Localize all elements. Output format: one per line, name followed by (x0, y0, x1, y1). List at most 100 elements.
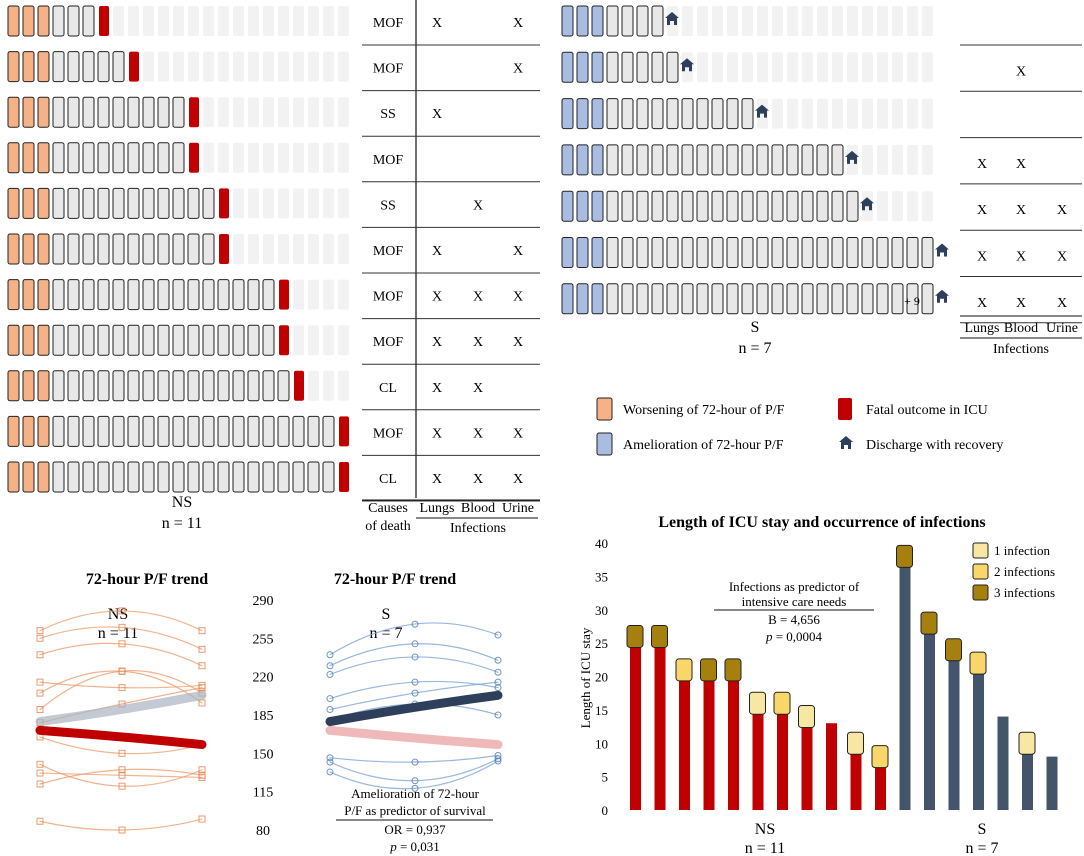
worsen-cell (7, 415, 20, 447)
day-cell (741, 237, 754, 268)
day-cell (82, 187, 95, 219)
empty-cell (293, 51, 304, 82)
day-cell (726, 98, 739, 130)
empty-cell (203, 6, 214, 36)
worsen-cell (22, 461, 35, 493)
day-cell (262, 461, 275, 493)
day-cell (67, 96, 80, 128)
s-individual-line (329, 681, 499, 711)
day-cell (711, 237, 724, 268)
day-cell (127, 461, 140, 493)
empty-cell (847, 98, 858, 129)
s-individual-point (326, 706, 334, 714)
day-cell (651, 98, 664, 130)
ns-lungs-cell: X (432, 16, 442, 31)
day-cell (756, 190, 769, 222)
empty-cell (278, 234, 289, 264)
trend-ytick: 220 (253, 671, 274, 686)
ns-cause-cell: MOF (373, 62, 404, 77)
s-urine-header: Urine (1046, 321, 1078, 336)
day-cell (666, 144, 679, 176)
empty-cell (712, 52, 723, 83)
s-individual-line (329, 760, 499, 790)
day-cell (696, 98, 709, 130)
day-cell (172, 279, 185, 311)
fatal-cell (339, 462, 349, 492)
day-cell (97, 370, 110, 402)
empty-cell (892, 52, 903, 83)
day-cell (801, 237, 814, 268)
bar-legend: 1 infection 2 infections 3 infections (972, 542, 1055, 601)
bar-ytick: 10 (595, 736, 608, 751)
empty-cell (832, 6, 843, 36)
empty-cell (323, 188, 334, 219)
day-cell (801, 190, 814, 222)
empty-cell (817, 6, 828, 36)
ns-infection-table: MOF X X MOF X SS X MOF SS X MOF X X MOF X X X MOF X X X CL X X M… (362, 0, 540, 536)
empty-cell (907, 6, 918, 36)
trend-ns-plot (35, 607, 207, 834)
ns-cause-cell: MOF (373, 244, 404, 259)
day-cell (127, 96, 140, 128)
empty-cell (293, 97, 304, 128)
empty-cell (323, 142, 334, 173)
empty-cell (338, 370, 349, 401)
ns-cause-cell: CL (379, 381, 397, 396)
empty-cell (772, 98, 783, 129)
empty-cell (323, 234, 334, 264)
empty-cell (338, 6, 349, 36)
amel-cell (576, 283, 589, 315)
empty-cell (787, 98, 798, 129)
empty-cell (248, 188, 259, 219)
worsen-cell (22, 142, 35, 174)
worsen-cell (22, 96, 35, 128)
day-cell (112, 461, 125, 493)
day-cell (726, 283, 739, 315)
day-cell (606, 190, 619, 222)
day-cell (606, 144, 619, 176)
empty-cell (832, 52, 843, 83)
day-cell (307, 461, 320, 493)
day-cell (67, 51, 80, 83)
day-cell (127, 233, 140, 265)
bar (728, 669, 739, 810)
empty-cell (338, 234, 349, 264)
worsen-cell (37, 461, 50, 493)
trend-y-axis: 290 255 220 185 150 115 80 (253, 594, 274, 839)
worsen-cell (37, 279, 50, 311)
day-cell (52, 96, 65, 128)
day-cell (52, 142, 65, 174)
day-cell (651, 144, 664, 176)
ns-cause-cell: MOF (373, 290, 404, 305)
day-cell (67, 5, 80, 37)
ns-urine-cell: X (513, 62, 523, 77)
ns-individual-line (39, 626, 203, 650)
day-cell (82, 370, 95, 402)
day-cell (67, 233, 80, 265)
ns-causes-header-2: of death (365, 519, 410, 534)
day-cell (187, 187, 200, 219)
ns-individual-point (198, 662, 206, 670)
amel-cell (591, 190, 604, 222)
empty-cell (757, 52, 768, 83)
day-cell (816, 283, 829, 315)
ns-individual-point (118, 766, 126, 774)
trend-ytick: 290 (253, 594, 274, 609)
home-icon-shape (935, 243, 949, 257)
day-cell (112, 279, 125, 311)
s-individual-point (494, 678, 502, 686)
bar (997, 716, 1009, 810)
empty-cell (727, 6, 738, 36)
day-cell (681, 283, 694, 315)
s-urine-cell: X (1057, 250, 1067, 265)
day-cell (127, 142, 140, 174)
ns-cause-cell: CL (379, 472, 397, 487)
worsen-cell (22, 51, 35, 83)
day-cell (127, 187, 140, 219)
day-cell (801, 144, 814, 176)
day-cell (232, 279, 245, 311)
ns-individual-point (118, 826, 126, 834)
worsen-cell (7, 187, 20, 219)
day-cell (142, 233, 155, 265)
day-cell (786, 144, 799, 176)
